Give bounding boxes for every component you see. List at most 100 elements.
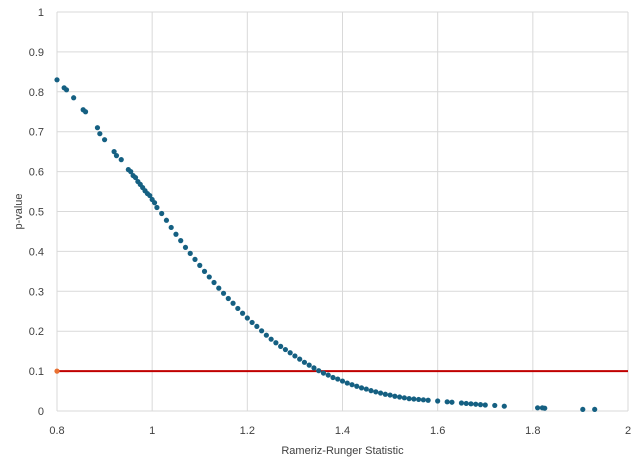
data-point — [225, 295, 231, 302]
data-point — [301, 359, 308, 365]
data-points — [54, 77, 598, 413]
data-point — [373, 389, 379, 395]
data-point — [297, 356, 303, 362]
data-point — [477, 402, 484, 408]
x-axis-title: Rameriz-Runger Statistic — [281, 445, 404, 457]
data-point — [368, 388, 374, 394]
data-point — [216, 285, 222, 291]
data-point — [282, 346, 288, 353]
data-point — [411, 396, 417, 402]
data-point — [392, 393, 398, 399]
data-point — [197, 262, 203, 268]
data-point — [377, 390, 384, 396]
data-point — [206, 274, 212, 280]
y-tick-label: 0.9 — [29, 47, 44, 59]
data-point — [449, 399, 455, 405]
data-point — [187, 250, 193, 256]
y-tick-label: 0.5 — [29, 207, 44, 219]
data-point — [278, 343, 284, 349]
x-tick-label: 1.8 — [525, 425, 540, 437]
data-point — [397, 394, 403, 400]
data-point — [82, 109, 89, 115]
y-tick-label: 0.2 — [29, 326, 44, 338]
data-point — [473, 401, 479, 407]
y-tick-label: 0.8 — [29, 87, 44, 99]
data-point — [306, 362, 312, 368]
data-point — [463, 400, 469, 407]
data-point — [211, 279, 217, 286]
data-point — [254, 323, 260, 330]
data-point — [406, 396, 412, 402]
data-point — [263, 332, 269, 338]
data-point — [235, 305, 241, 312]
data-point — [458, 400, 465, 406]
data-point — [382, 391, 388, 397]
data-point — [492, 402, 498, 409]
x-tick-label: 1 — [149, 425, 155, 437]
data-point — [101, 137, 108, 143]
data-point — [159, 210, 165, 217]
data-point — [325, 372, 331, 378]
data-point — [118, 157, 124, 163]
data-point — [482, 402, 488, 408]
data-point — [113, 153, 120, 159]
data-point — [249, 319, 255, 326]
data-point — [71, 95, 77, 101]
data-point — [335, 376, 341, 382]
data-point — [320, 370, 327, 376]
data-point — [201, 268, 208, 274]
y-tick-label: 0.7 — [29, 127, 44, 139]
data-point — [401, 395, 407, 401]
data-point — [182, 244, 189, 251]
x-tick-label: 1.4 — [335, 425, 350, 437]
data-point — [580, 406, 586, 413]
data-point — [151, 200, 158, 206]
data-point — [154, 204, 160, 211]
data-point — [363, 386, 369, 392]
y-axis-title: p-value — [13, 193, 25, 229]
data-point — [592, 406, 598, 413]
data-point — [230, 300, 236, 306]
data-point — [349, 382, 355, 388]
highlight-point — [54, 368, 60, 374]
x-tick-label: 2 — [625, 425, 631, 437]
x-axis-tick-labels: 0.8 1 1.2 1.4 1.6 1.8 2 — [49, 425, 631, 437]
data-point — [339, 378, 346, 384]
data-point — [54, 77, 60, 83]
data-point — [239, 310, 246, 316]
x-tick-label: 1.2 — [240, 425, 255, 437]
y-tick-label: 0 — [38, 406, 44, 418]
data-point — [534, 405, 541, 411]
data-point — [316, 368, 322, 374]
data-point — [63, 87, 70, 93]
data-point — [178, 238, 184, 244]
data-point — [425, 397, 431, 403]
data-point — [468, 401, 474, 407]
data-point — [387, 392, 393, 398]
data-point — [330, 374, 336, 381]
data-point — [111, 149, 117, 155]
data-point — [358, 385, 365, 391]
data-point — [132, 174, 139, 181]
data-point — [501, 403, 507, 409]
data-point — [344, 380, 350, 386]
grid-lines — [56, 11, 629, 412]
y-tick-label: 0.6 — [29, 167, 44, 179]
data-point — [311, 365, 317, 371]
x-tick-label: 0.8 — [49, 425, 64, 437]
data-point — [259, 328, 265, 334]
data-point — [287, 350, 293, 356]
data-point — [273, 340, 279, 346]
data-point — [168, 224, 174, 231]
data-point — [268, 336, 274, 342]
data-point — [444, 399, 450, 405]
data-point — [420, 397, 426, 403]
y-tick-label: 0.3 — [29, 286, 44, 298]
data-point — [192, 256, 198, 262]
x-tick-label: 1.6 — [430, 425, 445, 437]
data-point — [354, 383, 360, 389]
data-point — [147, 192, 153, 199]
data-point — [97, 131, 103, 137]
